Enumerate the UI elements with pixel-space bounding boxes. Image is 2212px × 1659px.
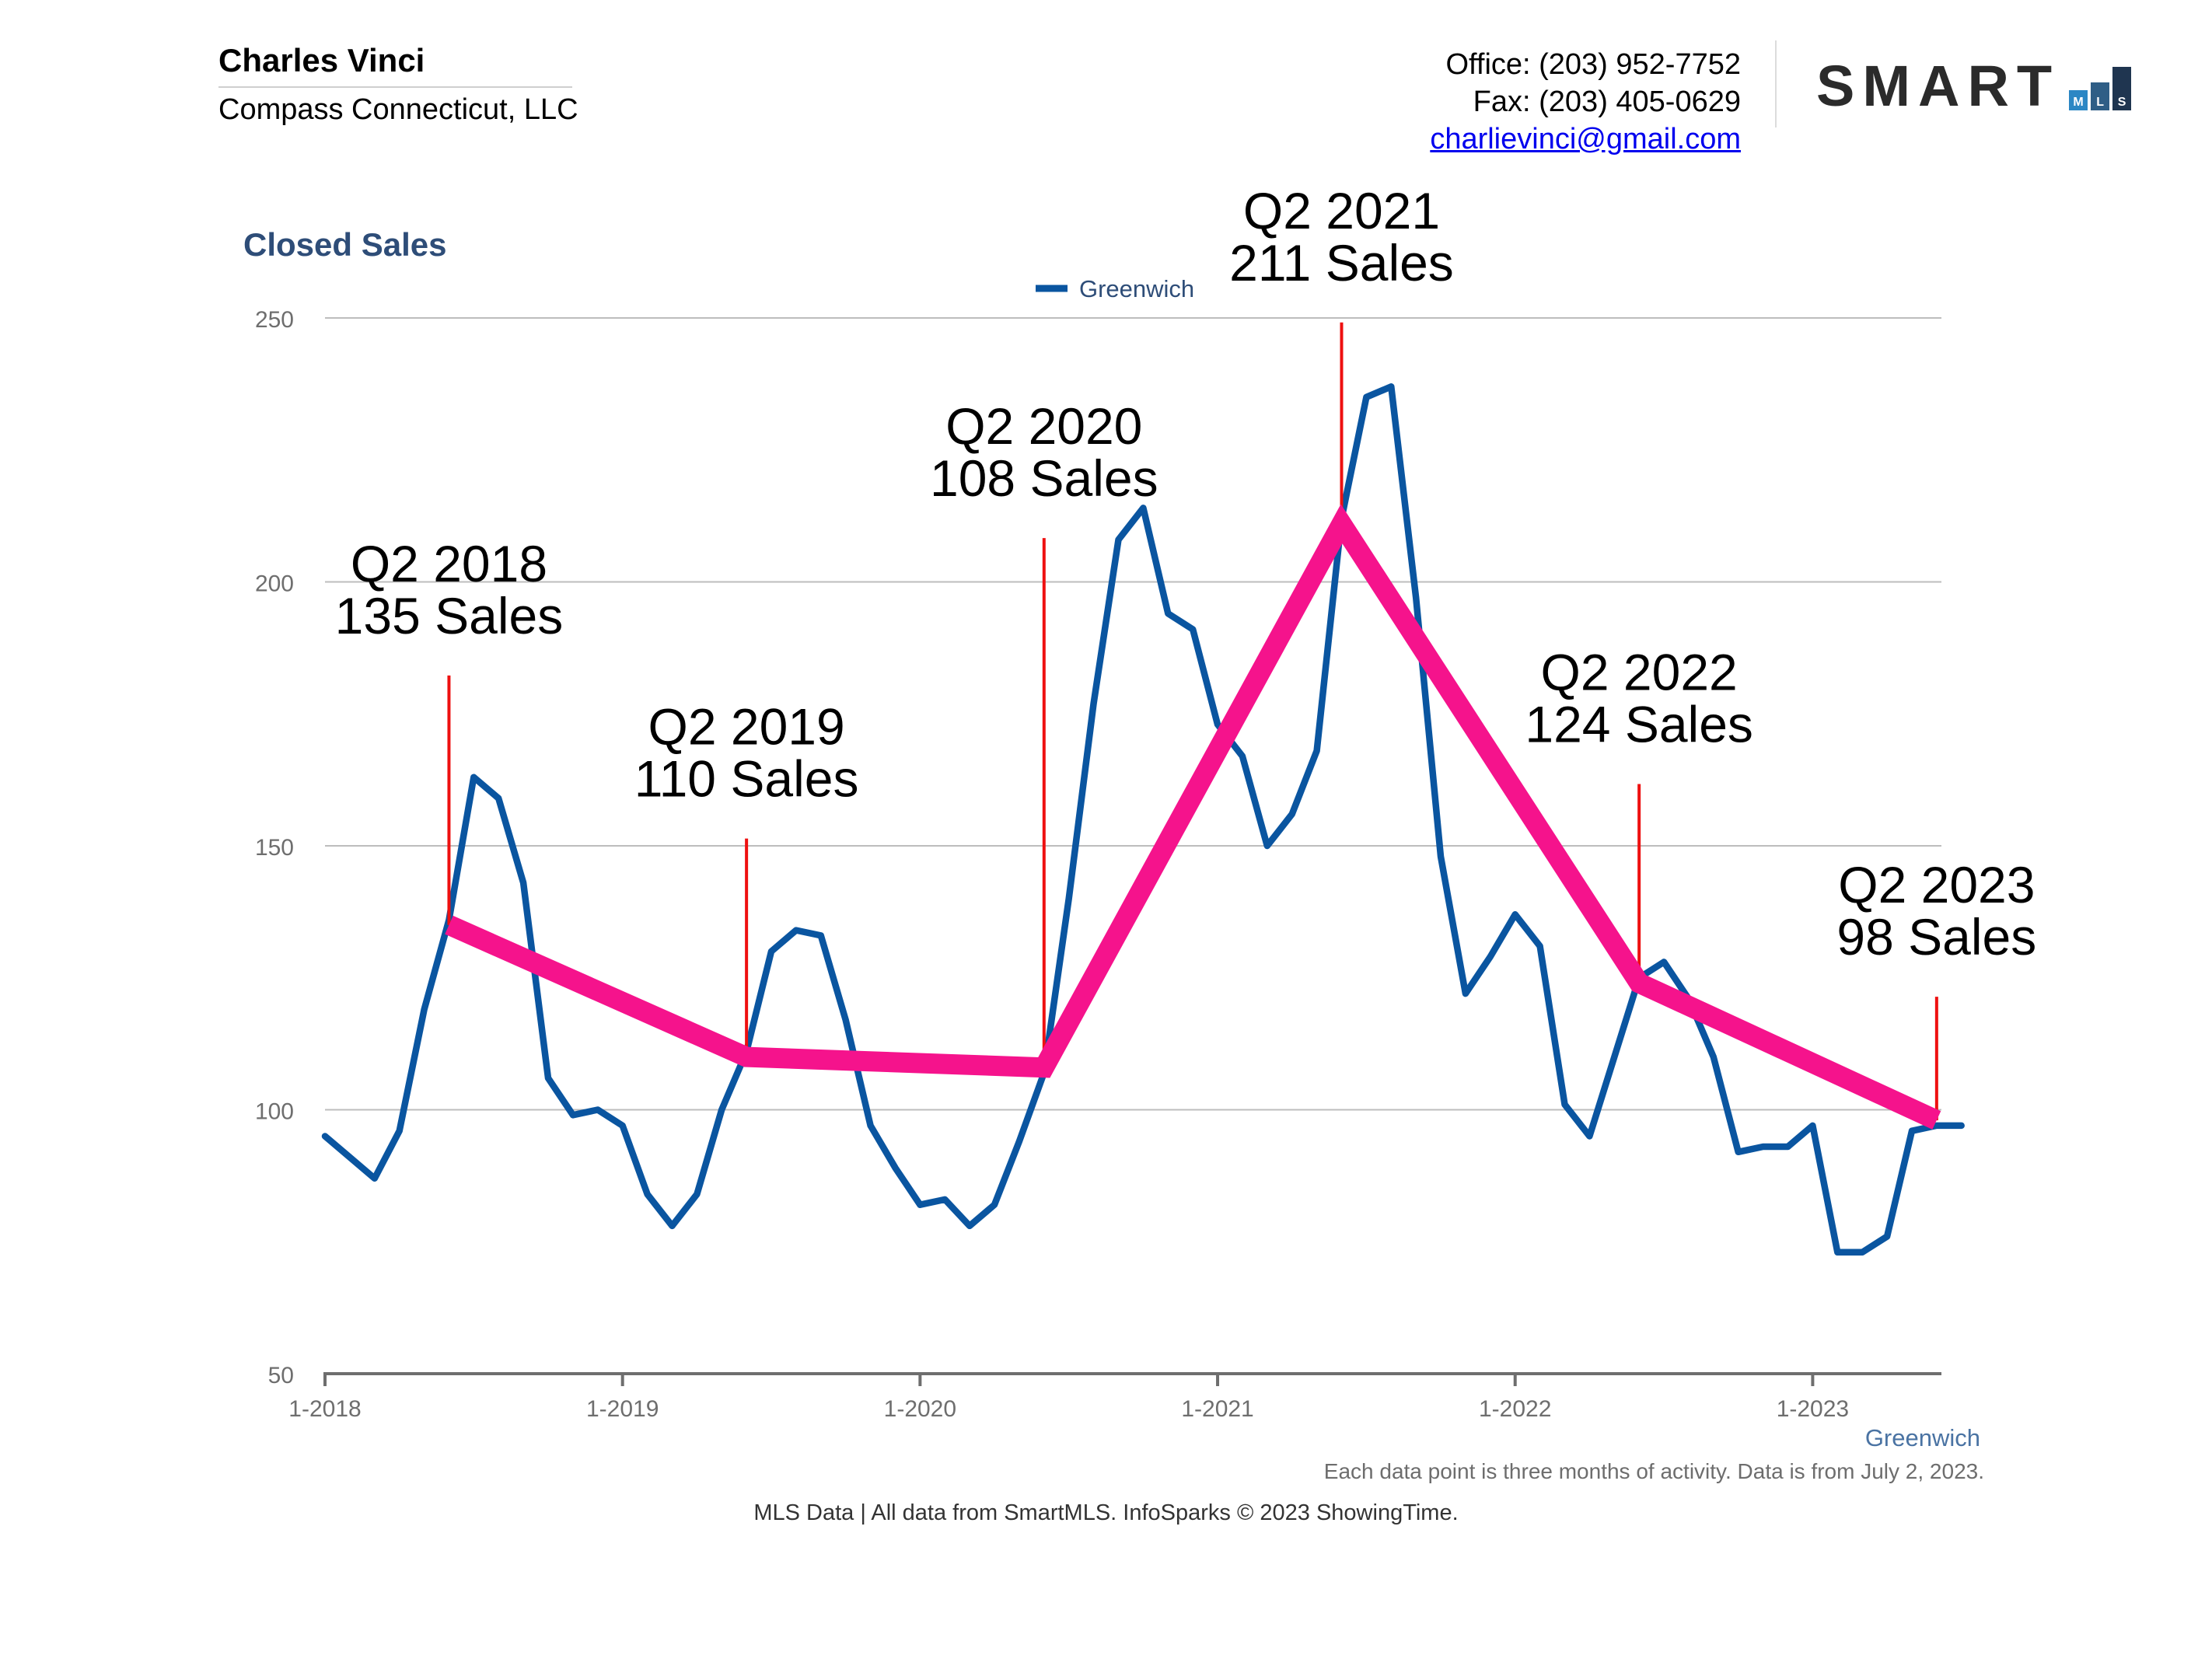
x-tick-label: 1-2018 (288, 1396, 361, 1422)
fax-number: Fax: (203) 405-0629 (1473, 86, 1741, 118)
x-tick-label: 1-2019 (586, 1396, 659, 1422)
greenwich-series-line (321, 383, 1965, 1256)
annotation-label: Q2 2021 (1243, 182, 1440, 239)
logo-block-m: M (2069, 90, 2088, 110)
annotation-value: 124 Sales (1525, 696, 1753, 753)
annotation-value: 110 Sales (634, 750, 859, 808)
header-divider (1775, 40, 1777, 127)
logo-block-s: S (2112, 67, 2132, 110)
agent-name: Charles Vinci (218, 42, 425, 79)
smartmls-logo: SMART M L S (1816, 54, 2132, 118)
logo-blocks: M L S (2066, 67, 2132, 110)
y-tick-label: 50 (268, 1363, 294, 1388)
annotation-label: Q2 2018 (351, 535, 547, 592)
agent-company: Compass Connecticut, LLC (218, 93, 578, 126)
annotation-value: 108 Sales (930, 449, 1158, 507)
y-tick-label: 150 (255, 835, 294, 861)
office-phone: Office: (203) 952-7752 (1445, 48, 1741, 81)
x-tick-label: 1-2021 (1181, 1396, 1253, 1422)
logo-block-l: L (2091, 82, 2110, 110)
data-credit: MLS Data | All data from SmartMLS. InfoS… (753, 1500, 1459, 1525)
annotation-value: 211 Sales (1229, 234, 1454, 292)
annotation-value: 98 Sales (1836, 908, 2036, 966)
annotation-label: Q2 2020 (945, 397, 1142, 455)
chart-title: Closed Sales (243, 226, 446, 263)
y-tick-label: 250 (255, 307, 294, 333)
annotation-label: Q2 2019 (648, 698, 845, 756)
x-tick-label: 1-2020 (884, 1396, 956, 1422)
x-tick-label: 1-2022 (1479, 1396, 1551, 1422)
email-link[interactable]: charlievinci@gmail.com (1430, 123, 1741, 155)
agent-name-divider (218, 86, 572, 88)
logo-wordmark: SMART (1816, 54, 2060, 118)
q2-trend-line (445, 504, 1941, 1130)
chart-footnote: Each data point is three months of activ… (1323, 1459, 1984, 1483)
y-tick-label: 200 (255, 571, 294, 597)
y-tick-label: 100 (255, 1099, 294, 1125)
legend-label: Greenwich (1079, 275, 1194, 302)
annotation-label: Q2 2023 (1838, 856, 2035, 913)
x-axis-label: Greenwich (1865, 1424, 1980, 1451)
annotation-label: Q2 2022 (1541, 644, 1738, 701)
annotation-value: 135 Sales (335, 587, 564, 644)
x-tick-label: 1-2023 (1777, 1396, 1849, 1422)
